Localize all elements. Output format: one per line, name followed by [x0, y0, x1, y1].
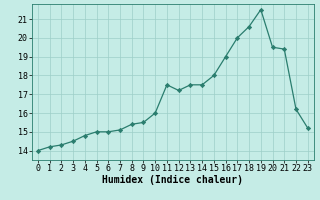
X-axis label: Humidex (Indice chaleur): Humidex (Indice chaleur) [102, 175, 243, 185]
